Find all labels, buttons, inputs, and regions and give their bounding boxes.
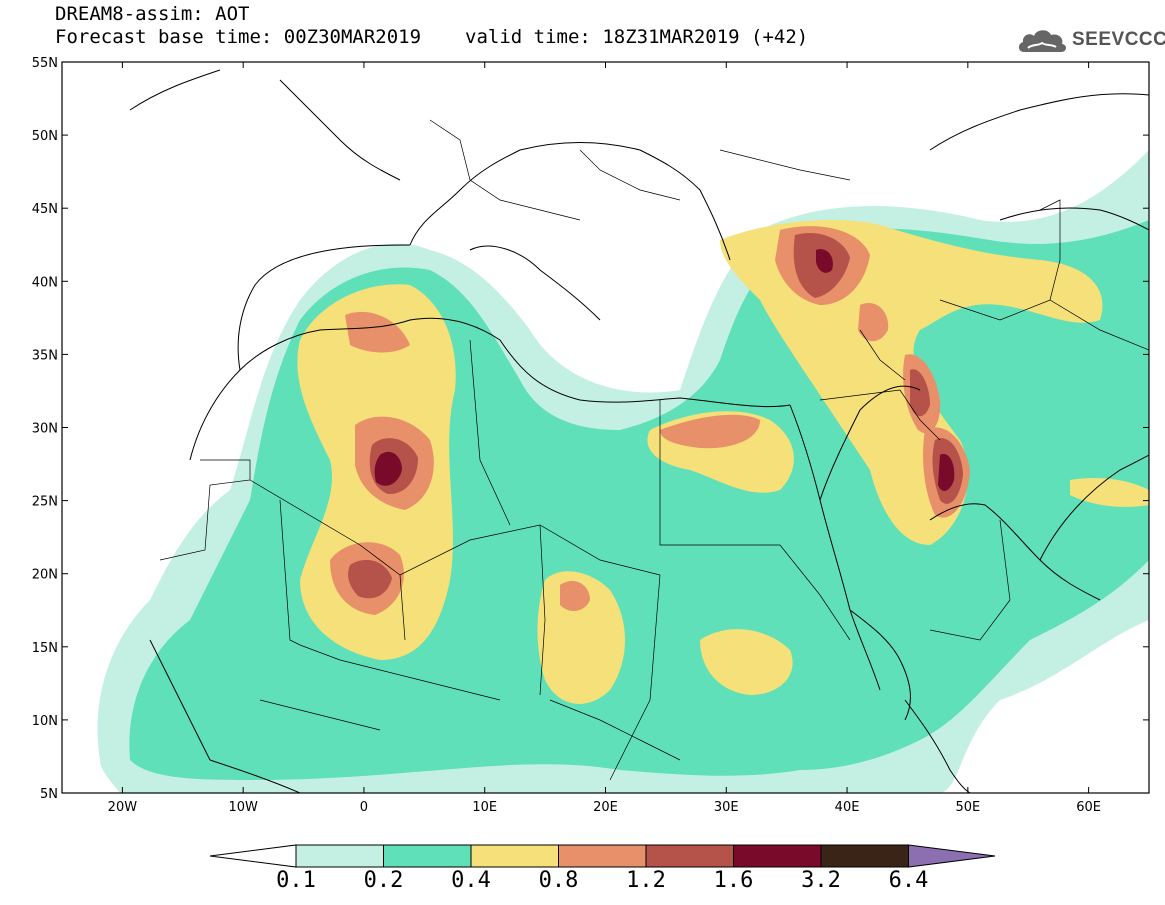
lon-tick-label: 20E	[593, 800, 618, 815]
colorbar-swatch	[383, 844, 472, 868]
colorbar-overflow	[908, 844, 996, 868]
lon-tick-label: 0	[360, 800, 368, 815]
borders	[159, 119, 1149, 781]
lat-tick-label: 40N	[32, 275, 58, 290]
colorbar-level-label: 6.4	[888, 868, 929, 893]
lat-tick-label: 20N	[32, 568, 58, 583]
colorbar-swatch	[470, 844, 559, 868]
lat-tick-label: 45N	[32, 202, 58, 217]
seevccc-logo: SEEVCCC	[1016, 24, 1165, 58]
coastlines	[129, 69, 1149, 793]
colorbar-level-label: 0.8	[538, 868, 579, 893]
colorbar-swatch	[733, 844, 822, 868]
time-line: Forecast base time: 00Z30MAR2019 valid ti…	[55, 27, 808, 47]
map-title: DREAM8-assim: AOT	[55, 3, 250, 25]
lon-tick-label: 10W	[228, 800, 258, 815]
lat-tick-label: 5N	[40, 787, 58, 802]
colorbar-level-label: 1.2	[626, 868, 666, 893]
colorbar-swatch	[820, 844, 909, 868]
lon-tick-label: 50E	[955, 800, 980, 815]
lat-tick-label: 15N	[32, 641, 58, 656]
colorbar-underflow	[209, 844, 297, 868]
colorbar-level-label: 1.6	[713, 868, 754, 893]
lon-tick-label: 40E	[835, 800, 860, 815]
lat-tick-label: 55N	[32, 56, 58, 71]
colorbar-level-label: 0.4	[451, 868, 491, 893]
colorbar	[209, 844, 996, 868]
lon-tick-label: 10E	[472, 800, 497, 815]
logo-text: SEEVCCC	[1072, 29, 1165, 50]
lat-tick-labels: 55N 50N 45N 40N 35N 30N 25N 20N 15N 10N 5N	[32, 56, 58, 802]
cloud-icon	[1018, 30, 1067, 52]
valid-time: valid time: 18Z31MAR2019 (+42)	[465, 26, 809, 48]
axis-ticks	[62, 61, 1149, 794]
lat-tick-label: 30N	[32, 422, 58, 437]
lon-tick-labels: 20W 10W 0 10E 20E 30E 40E 50E 60E	[108, 800, 1101, 815]
aot-level-1.6	[374, 249, 955, 492]
lon-tick-label: 30E	[714, 800, 739, 815]
aot-field	[62, 62, 1149, 793]
colorbar-level-label: 0.1	[276, 868, 316, 893]
lat-tick-label: 25N	[32, 495, 58, 510]
lat-tick-label: 10N	[32, 714, 58, 729]
lon-tick-label: 20W	[108, 800, 138, 815]
colorbar-swatch	[645, 844, 734, 868]
lon-tick-label: 60E	[1076, 800, 1101, 815]
colorbar-level-label: 0.2	[363, 868, 404, 893]
colorbar-swatch	[295, 844, 384, 868]
colorbar-level-label: 3.2	[801, 868, 841, 893]
colorbar-swatch	[558, 844, 647, 868]
base-time: Forecast base time: 00Z30MAR2019	[55, 26, 422, 48]
lat-tick-label: 35N	[32, 348, 58, 363]
lat-tick-label: 50N	[32, 129, 58, 144]
